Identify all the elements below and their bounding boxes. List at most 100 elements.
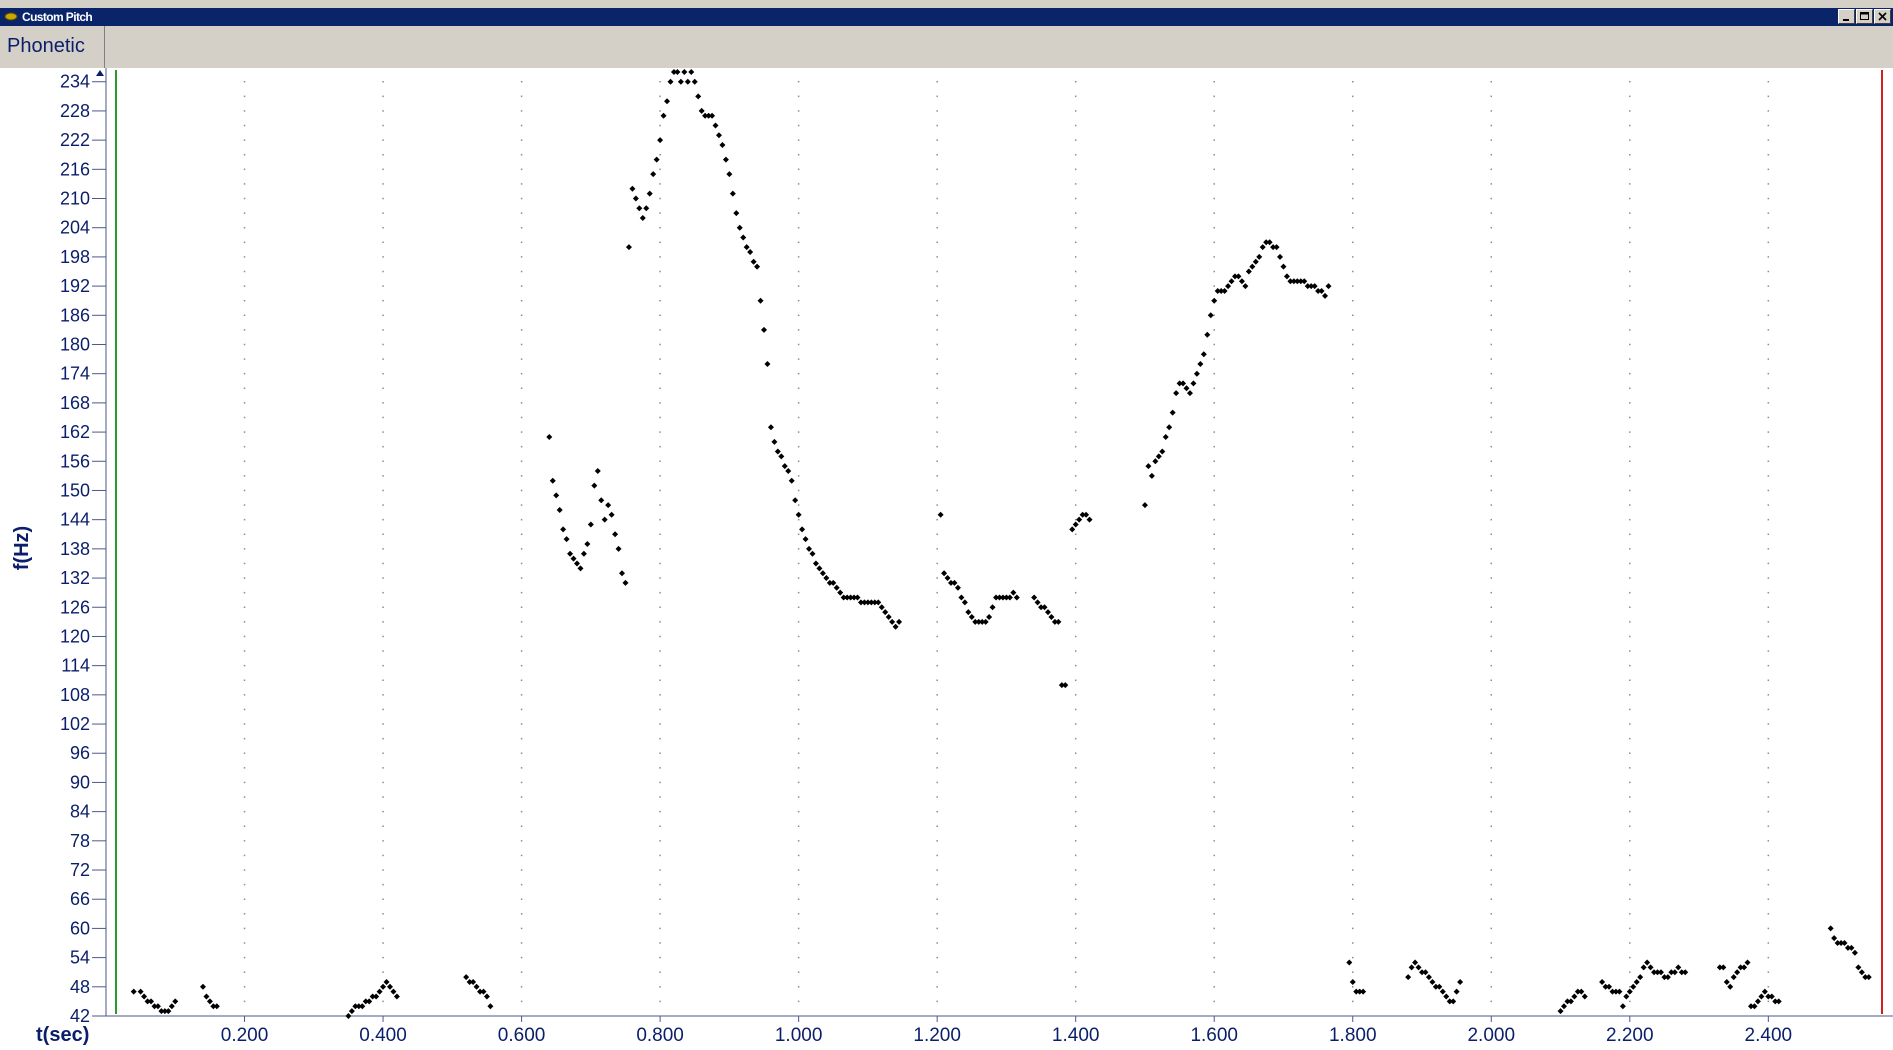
pitch-point [608,511,615,518]
y-tick-label: 90 [70,772,90,792]
pitch-point [1432,983,1439,990]
x-tick-label: 1.000 [775,1025,823,1046]
grid-dot [520,358,523,360]
grid-dot [797,533,800,536]
pitch-point [1006,594,1013,601]
pitch-point [1249,263,1256,270]
grid-dot [1629,708,1631,711]
title-bar[interactable]: Custom Pitch [0,8,1893,26]
grid-dot [1213,883,1215,886]
grid-dot [520,854,523,857]
grid-dot [1213,752,1215,754]
pitch-point [688,69,695,75]
grid-dot [1213,416,1215,419]
y-tick-label: 198 [60,247,90,267]
close-button[interactable] [1874,9,1891,24]
grid-dot [1767,533,1770,536]
pitch-point [1446,998,1453,1005]
grid-dot [382,168,384,171]
grid-dot [1629,956,1631,959]
pitch-point [1415,964,1422,971]
grid-dot [1074,752,1077,754]
grid-dot [520,708,523,711]
grid-dot [1629,402,1631,404]
pitch-plot-area[interactable]: 42 48 54 60 66 72 78 84 90 96 102 108 114 120 126 132 13… [0,68,1893,1050]
pitch-point [1277,253,1284,260]
grid-dot [1351,153,1354,156]
grid-dot [382,460,384,463]
grid-dot [382,504,384,506]
grid-dot [936,562,938,565]
grid-dot [1213,679,1215,681]
pitch-point [871,599,878,606]
minimize-button[interactable] [1838,9,1855,24]
tab-phonetic[interactable]: Phonetic [0,26,105,68]
grid-dot [1490,445,1493,448]
pitch-point [1166,424,1173,431]
pitch-point [719,141,726,148]
grid-dot [1074,1000,1077,1003]
pitch-point [664,98,671,105]
grid-dot [1213,942,1215,944]
grid-dot [1074,329,1077,331]
grid-dot [1767,650,1770,652]
grid-dot [520,869,523,871]
grid-dot [659,358,661,360]
grid-dot [1213,810,1215,813]
pitch-point [1231,273,1238,280]
grid-dot [797,767,800,769]
grid-dot [1490,752,1493,754]
grid-dot [1490,956,1493,959]
grid-dot [1490,548,1493,550]
grid-dot [797,694,800,696]
grid-dot [936,752,938,754]
grid-dot [520,285,523,287]
pitch-point [1619,1003,1626,1010]
grid-dot [659,840,661,842]
pitch-point [816,565,823,572]
grid-dot [382,898,384,900]
scroll-up-arrow-icon[interactable] [96,70,104,76]
grid-dot [659,372,661,375]
grid-dot [520,679,523,681]
grid-dot [1074,562,1077,565]
grid-dot [936,825,938,827]
grid-dot [1351,913,1354,915]
grid-dot [1629,810,1631,813]
x-tick-label: 2.200 [1606,1025,1654,1046]
pitch-point [1855,964,1862,971]
grid-dot [1767,854,1770,857]
grid-dot [243,533,246,536]
maximize-button[interactable] [1856,9,1873,24]
grid-dot [1074,402,1077,404]
pitch-point [154,1003,161,1010]
grid-dot [1767,694,1770,696]
pitch-point [636,205,643,212]
grid-dot [1074,475,1077,477]
grid-dot [797,548,800,550]
y-tick-label: 222 [60,130,90,150]
pitch-point [1623,993,1630,1000]
y-axis-title: f(Hz) [11,526,33,570]
grid-dot [1351,256,1354,258]
grid-dot [243,402,246,404]
grid-dot [382,767,384,769]
grid-dot [382,1000,384,1003]
y-tick-label: 84 [70,802,90,822]
y-axis: 42 48 54 60 66 72 78 84 90 96 102 108 114 120 126 132 13… [60,72,106,1026]
pitch-point [809,550,816,557]
pitch-point [210,1003,217,1010]
grid-dot [520,942,523,944]
grid-dot [1767,489,1770,492]
grid-dot [797,883,800,886]
grid-dot [1767,256,1770,258]
pitch-point [882,609,889,616]
pitch-point [1657,969,1664,976]
pitch-point [1038,604,1045,611]
grid-dot [382,124,384,127]
grid-dot [1074,445,1077,448]
grid-dot [659,796,661,798]
grid-dot [1767,197,1770,200]
grid-dot [382,518,384,521]
pitch-point [1772,998,1779,1005]
